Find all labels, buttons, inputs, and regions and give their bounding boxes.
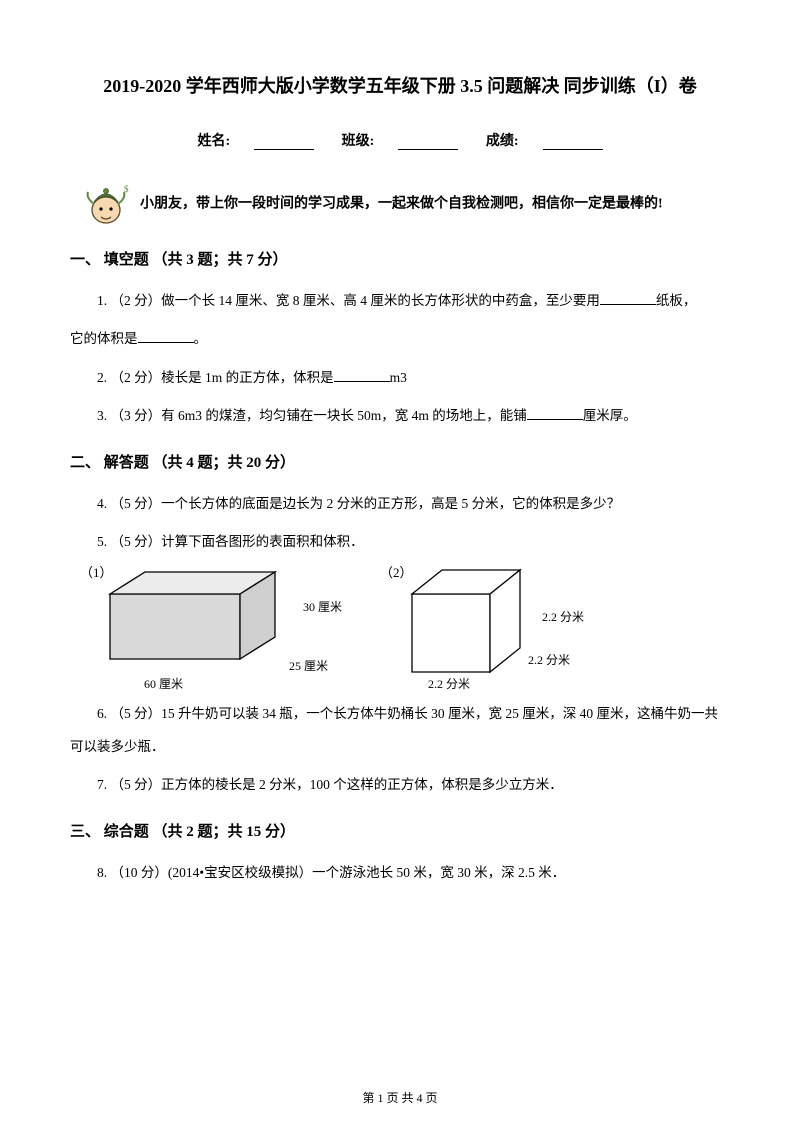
q3-a: 3. （3 分）有 6m3 的煤渣，均匀铺在一块长 50m，宽 4m 的场地上，… bbox=[97, 408, 527, 423]
intro-text: 小朋友，带上你一段时间的学习成果，一起来做个自我检测吧，相信你一定是最棒的! bbox=[140, 197, 663, 212]
q3-blank bbox=[527, 407, 583, 420]
fig1-l: 60 厘米 bbox=[144, 675, 183, 692]
q1-line2: 它的体积是 。 bbox=[70, 323, 730, 355]
q1-blank1 bbox=[600, 292, 656, 305]
section2-heading: 二、 解答题 （共 4 题；共 20 分） bbox=[70, 451, 730, 472]
q8: 8. （10 分）(2014•宝安区校级模拟）一个游泳池长 50 米，宽 30 … bbox=[70, 857, 730, 889]
score-label: 成绩: bbox=[486, 134, 519, 149]
mascot-icon: $ bbox=[80, 178, 132, 230]
q1-b: 纸板， bbox=[656, 293, 697, 308]
q7: 7. （5 分）正方体的棱长是 2 分米，100 个这样的正方体，体积是多少立方… bbox=[70, 769, 730, 801]
section1-heading: 一、 填空题 （共 3 题；共 7 分） bbox=[70, 248, 730, 269]
intro-block: $ 小朋友，带上你一段时间的学习成果，一起来做个自我检测吧，相信你一定是最棒的! bbox=[70, 178, 730, 230]
figure-1: （1） 30 厘米 25 厘米 60 厘米 bbox=[100, 564, 340, 688]
fig2-h: 2.2 分米 bbox=[542, 608, 584, 625]
fig1-w: 25 厘米 bbox=[289, 657, 328, 674]
svg-text:$: $ bbox=[124, 184, 129, 194]
q3-b: 厘米厚。 bbox=[583, 408, 637, 423]
q1-a: 1. （2 分）做一个长 14 厘米、宽 8 厘米、高 4 厘米的长方体形状的中… bbox=[97, 293, 600, 308]
q2-a: 2. （2 分）棱长是 1m 的正方体，体积是 bbox=[97, 370, 334, 385]
fig2-l: 2.2 分米 bbox=[428, 675, 470, 692]
name-label: 姓名: bbox=[197, 134, 230, 149]
q2-b: m3 bbox=[390, 370, 407, 385]
q2-blank bbox=[334, 369, 390, 382]
fig2-num: （2） bbox=[380, 562, 413, 581]
q2: 2. （2 分）棱长是 1m 的正方体，体积是 m3 bbox=[70, 362, 730, 394]
info-row: 姓名: 班级: 成绩: bbox=[70, 130, 730, 150]
class-label: 班级: bbox=[342, 134, 375, 149]
q1-c: 它的体积是 bbox=[70, 331, 138, 346]
figure-2: （2） 2.2 分米 2.2 分米 2.2 分米 bbox=[400, 564, 590, 688]
figure-row: （1） 30 厘米 25 厘米 60 厘米 （2） 2.2 分米 2.2 分米 … bbox=[100, 564, 730, 688]
fig1-num: （1） bbox=[80, 562, 113, 581]
score-blank bbox=[543, 136, 603, 150]
fig2-w: 2.2 分米 bbox=[528, 651, 570, 668]
q1-blank2 bbox=[138, 330, 194, 343]
page-footer: 第 1 页 共 4 页 bbox=[70, 1089, 730, 1106]
class-blank bbox=[398, 136, 458, 150]
q5: 5. （5 分）计算下面各图形的表面积和体积． bbox=[70, 526, 730, 558]
fig1-h: 30 厘米 bbox=[303, 598, 342, 615]
q3: 3. （3 分）有 6m3 的煤渣，均匀铺在一块长 50m，宽 4m 的场地上，… bbox=[70, 400, 730, 432]
q6: 6. （5 分）15 升牛奶可以装 34 瓶，一个长方体牛奶桶长 30 厘米，宽… bbox=[70, 698, 730, 763]
section3-heading: 三、 综合题 （共 2 题；共 15 分） bbox=[70, 820, 730, 841]
q4: 4. （5 分）一个长方体的底面是边长为 2 分米的正方形，高是 5 分米，它的… bbox=[70, 488, 730, 520]
q1-d: 。 bbox=[194, 331, 208, 346]
page-title: 2019-2020 学年西师大版小学数学五年级下册 3.5 问题解决 同步训练（… bbox=[70, 72, 730, 98]
q1: 1. （2 分）做一个长 14 厘米、宽 8 厘米、高 4 厘米的长方体形状的中… bbox=[70, 285, 730, 317]
name-blank bbox=[254, 136, 314, 150]
